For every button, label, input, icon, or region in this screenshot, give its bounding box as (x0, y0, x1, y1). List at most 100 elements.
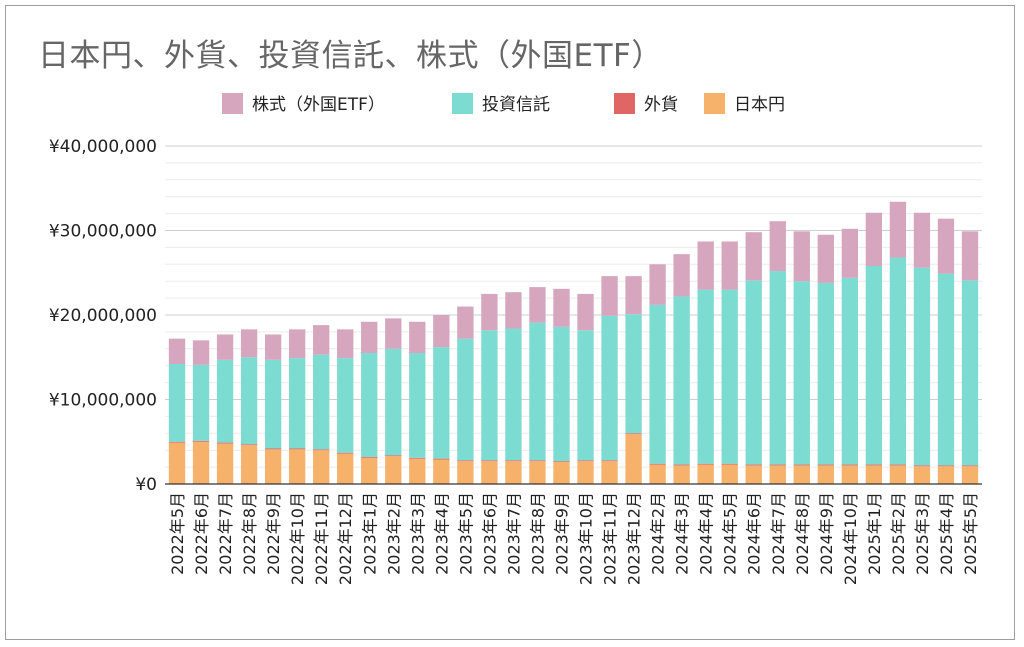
bar-segment (361, 353, 378, 457)
legend-swatch (614, 93, 635, 114)
bar-segment (865, 265, 883, 465)
x-tick-label: 2022年6月 (192, 492, 211, 575)
x-tick-label: 2023年3月 (408, 492, 427, 575)
bar-segment (313, 449, 330, 451)
bar-segment (841, 464, 859, 466)
bar-segment (240, 445, 258, 484)
bar-segment (337, 358, 354, 453)
bar-segment (793, 465, 810, 484)
bar-segment (673, 464, 690, 466)
bar-segment (745, 464, 762, 466)
bar-segment (457, 306, 474, 339)
bar-segment (505, 328, 522, 461)
legend-label: 日本円 (734, 95, 785, 115)
x-tick-label: 2024年7月 (769, 492, 788, 575)
bar-segment (721, 289, 738, 464)
bar-segment (649, 463, 666, 465)
bar-segment (264, 334, 282, 360)
x-tick-label: 2022年9月 (264, 492, 283, 575)
bar-segment (697, 464, 714, 484)
bar-segment (697, 241, 714, 290)
bar-segment (721, 463, 738, 465)
bar-segment (288, 329, 306, 359)
x-tick-label: 2024年2月 (649, 492, 668, 575)
bar-segment (577, 293, 594, 331)
y-tick-label: ¥0 (135, 475, 157, 495)
bar-segment (288, 449, 306, 484)
bar-segment (625, 276, 642, 315)
x-tick-label: 2022年10月 (288, 492, 307, 585)
bar-segment (481, 293, 498, 331)
bar-segment (313, 354, 330, 450)
x-tick-label: 2023年1月 (360, 492, 379, 575)
bar-segment (409, 458, 426, 484)
bar-segment (553, 326, 570, 462)
bar-segment (529, 287, 546, 323)
x-tick-label: 2025年1月 (865, 492, 884, 575)
bar-segment (769, 221, 786, 272)
bar-segment (385, 318, 402, 349)
bar-segment (553, 462, 570, 484)
bar-segment (240, 444, 258, 446)
bar-segment (192, 441, 210, 484)
x-tick-label: 2023年2月 (384, 492, 403, 575)
bar-segment (577, 461, 594, 484)
bar-segment (841, 277, 859, 465)
bar-segment (721, 464, 738, 484)
bar-segment (937, 218, 955, 274)
bar-segment (553, 288, 570, 327)
x-tick-label: 2022年7月 (216, 492, 235, 575)
x-tick-label: 2024年10月 (841, 492, 860, 585)
bar-segment (433, 459, 450, 484)
bar-segment (553, 461, 570, 463)
legend-label: 株式（外国ETF） (252, 95, 385, 115)
x-tick-label: 2022年5月 (168, 492, 187, 575)
bar-segment (505, 292, 522, 329)
bar-segment (649, 304, 666, 464)
x-tick-label: 2025年4月 (937, 492, 956, 575)
x-tick-label: 2023年5月 (456, 492, 475, 575)
x-tick-label: 2025年3月 (913, 492, 932, 575)
bar-segment (264, 448, 282, 450)
bar-segment (769, 465, 786, 484)
bar-segment (817, 282, 834, 465)
x-tick-label: 2023年6月 (480, 492, 499, 575)
bar-segment (216, 442, 234, 444)
bar-segment (168, 338, 186, 365)
bar-segment (697, 463, 714, 465)
bar-segment (913, 465, 931, 467)
bar-segment (577, 460, 594, 462)
x-tick-label: 2022年12月 (336, 492, 355, 585)
x-tick-label: 2023年7月 (504, 492, 523, 575)
bar-segment (673, 465, 690, 484)
bar-segment (649, 464, 666, 484)
bar-segment (865, 212, 883, 266)
x-tick-label: 2023年8月 (528, 492, 547, 575)
bar-segment (457, 338, 474, 461)
bar-segment (409, 353, 426, 458)
bar-segment (625, 433, 642, 435)
bar-segment (313, 450, 330, 484)
bar-segment (817, 464, 834, 466)
chart-title: 日本円、外貨、投資信託、株式（外国ETF） (38, 38, 663, 74)
bar-segment (913, 267, 931, 466)
y-tick-label: ¥10,000,000 (49, 391, 157, 411)
bar-segment (793, 231, 810, 282)
bar-segment (937, 466, 955, 484)
x-tick-label: 2023年10月 (577, 492, 596, 585)
legend-label: 投資信託 (482, 95, 550, 115)
bar-segment (937, 465, 955, 467)
bar-segment (505, 461, 522, 484)
bar-segment (601, 461, 618, 484)
x-tick-label: 2023年9月 (552, 492, 571, 575)
x-tick-label: 2024年8月 (793, 492, 812, 575)
bar-segment (192, 440, 210, 442)
x-tick-label: 2022年8月 (240, 492, 259, 575)
bar-segment (913, 466, 931, 484)
legend-swatch (452, 93, 473, 114)
bar-segment (457, 461, 474, 484)
bar-segment (529, 460, 546, 462)
x-tick-label: 2025年2月 (889, 492, 908, 575)
bar-segment (889, 465, 907, 484)
